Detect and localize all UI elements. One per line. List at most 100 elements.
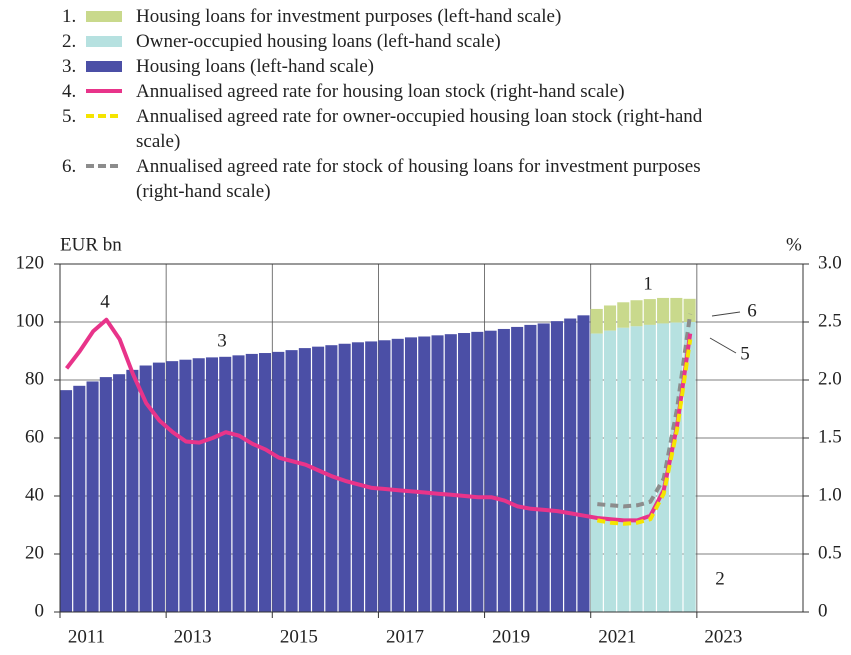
legend-item: 4. Annualised agreed rate for housing loa… — [62, 79, 762, 104]
legend-swatch — [86, 164, 122, 168]
annotation: 4 — [100, 291, 110, 312]
plot-frame — [59, 263, 804, 613]
bar — [683, 322, 696, 612]
bar — [378, 340, 391, 612]
x-tick-label: 2015 — [280, 626, 318, 647]
bar — [113, 374, 126, 612]
y-tick-label: 120 — [16, 252, 45, 273]
y2-tick-label: 0 — [818, 600, 828, 621]
bar — [643, 324, 656, 612]
bar — [617, 327, 630, 612]
legend-label: Owner-occupied housing loans (left-hand … — [136, 31, 501, 52]
bar — [365, 341, 378, 612]
bar — [657, 297, 670, 324]
bar — [630, 300, 643, 327]
bar — [259, 353, 272, 612]
y-tick-label: 80 — [25, 368, 44, 389]
leader-line — [711, 311, 741, 317]
legend-swatch-box — [86, 61, 122, 72]
y-tick-label: 100 — [16, 310, 45, 331]
legend-item: 3. Housing loans (left-hand scale) — [62, 54, 762, 79]
bar — [205, 357, 219, 612]
bar — [497, 328, 510, 612]
legend-swatch — [86, 11, 122, 22]
bar — [670, 297, 683, 323]
annotation: 5 — [740, 343, 750, 364]
bar — [458, 333, 471, 612]
legend-swatch — [86, 89, 122, 93]
bar — [537, 323, 550, 612]
legend-label: Housing loans for investment purposes (l… — [136, 6, 562, 27]
bar — [60, 390, 73, 612]
bar — [670, 322, 683, 612]
bar — [630, 326, 643, 612]
legend-number: 1. — [62, 6, 77, 27]
annotation: 3 — [217, 330, 227, 351]
bar — [391, 338, 404, 612]
bar — [617, 302, 630, 328]
legend-number: 3. — [62, 56, 77, 77]
bar — [590, 308, 603, 334]
legend-item: 5. Annualised agreed rate for owner-occup… — [62, 104, 762, 154]
y2-tick-label: 1.0 — [818, 484, 842, 505]
bar — [418, 336, 431, 612]
bar — [325, 345, 338, 612]
bar — [643, 299, 656, 325]
x-tick-label: 2023 — [704, 626, 742, 647]
bar — [338, 343, 351, 612]
bar — [139, 365, 152, 612]
legend-label: Housing loans (left-hand scale) — [136, 56, 374, 77]
legend-number: 4. — [62, 81, 77, 102]
legend-label: Annualised agreed rate for owner-occupie… — [136, 106, 703, 152]
y-tick-label: 40 — [25, 484, 44, 505]
y-tick-label: 0 — [35, 600, 45, 621]
bar — [312, 346, 325, 612]
bar — [126, 369, 139, 612]
legend-label: Annualised agreed rate for stock of hous… — [136, 156, 701, 202]
x-tick-label: 2011 — [68, 626, 105, 647]
bar — [683, 298, 696, 322]
bar — [166, 361, 179, 612]
bar — [590, 333, 603, 612]
bar — [179, 359, 192, 612]
bar — [219, 356, 232, 612]
y-tick-label: 20 — [25, 542, 44, 563]
legend-item: 1. Housing loans for investment purposes … — [62, 4, 762, 29]
rate-line — [596, 339, 693, 526]
bar — [245, 353, 258, 612]
bar — [404, 337, 418, 612]
legend-item: 6. Annualised agreed rate for stock of ho… — [62, 154, 762, 204]
legend-item: 2. Owner-occupied housing loans (left-han… — [62, 29, 762, 54]
y2-tick-label: 2.5 — [818, 310, 842, 331]
bar — [285, 350, 298, 612]
x-tick-label: 2021 — [598, 626, 636, 647]
bar — [524, 324, 537, 612]
bar — [511, 326, 524, 612]
y-axis-label: EUR bn — [60, 234, 122, 255]
bar — [564, 318, 577, 612]
bar — [444, 334, 457, 612]
legend-swatch-box — [86, 11, 122, 22]
legend-label: Annualised agreed rate for housing loan … — [136, 81, 625, 102]
y-tick-label: 60 — [25, 426, 44, 447]
legend-swatch — [86, 114, 122, 118]
bar — [657, 323, 670, 612]
leader-line — [709, 337, 737, 354]
legend-number: 5. — [62, 106, 77, 127]
bar — [431, 335, 444, 612]
y2-tick-label: 0.5 — [818, 542, 842, 563]
bar — [272, 351, 285, 612]
legend-swatch-box — [86, 36, 122, 47]
bar — [577, 315, 590, 612]
bar — [232, 355, 245, 612]
x-tick-label: 2017 — [386, 626, 424, 647]
bar — [298, 348, 311, 612]
bar — [603, 330, 617, 612]
bar — [484, 330, 497, 612]
bar — [99, 377, 112, 612]
legend: 1. Housing loans for investment purposes … — [62, 4, 762, 204]
x-tick-label: 2019 — [492, 626, 530, 647]
annotation: 1 — [643, 273, 653, 294]
bar — [192, 358, 205, 612]
